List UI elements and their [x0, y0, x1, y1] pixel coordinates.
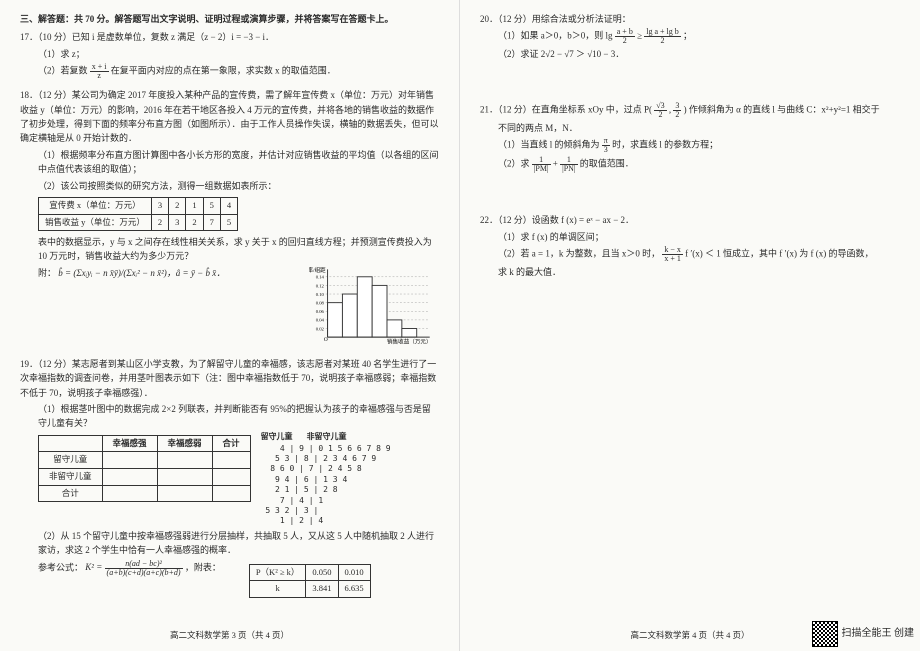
histogram-svg: 0.02 0.04 0.06 0.08 0.10 0.12 0.14 频率/组距 销售收益（…	[309, 264, 439, 349]
qr-watermark: 扫描全能王 创建	[812, 621, 915, 647]
problem-17-sub2: （2）若复数 x + i z 在复平面内对应的点在第一象限，求实数 x 的取值范…	[20, 63, 439, 80]
page-footer-3: 高二文科数学第 3 页（共 4 页）	[0, 629, 459, 643]
svg-text:0.02: 0.02	[316, 327, 325, 332]
problem-21: 21．（12 分）在直角坐标系 xOy 中，过点 P( √32 , 32 ) 作…	[480, 102, 900, 173]
problem-21-head: 21．（12 分）在直角坐标系 xOy 中，过点 P( √32 , 32 ) 作…	[480, 102, 900, 119]
contingency-table: 幸福感强 幸福感弱 合计 留守儿童 非留守儿童 合计	[38, 435, 251, 502]
table-row: 幸福感强 幸福感弱 合计	[39, 435, 251, 452]
svg-text:0.06: 0.06	[316, 310, 325, 315]
table-row: 宣传费 x（单位：万元） 3 2 1 5 4	[39, 197, 238, 214]
problem-22: 22．（12 分）设函数 f (x) = eˣ − ax − 2． （1）求 f…	[480, 213, 900, 279]
problem-20-head: 20．（12 分）用综合法或分析法证明：	[480, 12, 900, 26]
regression-note: 附： b̂ = (Σxᵢyᵢ − n x̄ȳ)/(Σxᵢ² − n x̄²)，â…	[20, 266, 299, 280]
problem-18-after-table: 表中的数据显示，y 与 x 之间存在线性相关关系，求 y 关于 x 的回归直线方…	[20, 235, 439, 264]
problem-19-head: 19．（12 分）某志愿者到某山区小学支教，为了解留守儿童的幸福感，该志愿者对某…	[20, 357, 439, 400]
hist-xlabel: 销售收益（万元）	[387, 338, 432, 346]
problem-18-sub1: （1）根据频率分布直方图计算图中各小长方形的宽度，并估计对应销售收益的平均值（以…	[20, 148, 439, 177]
problem-18-head: 18．（12 分）某公司为确定 2017 年度投入某种产品的宣传费，需了解年宣传…	[20, 88, 439, 146]
problem-19-sub1: （1）根据茎叶图中的数据完成 2×2 列联表，并判断能否有 95%的把握认为孩子…	[20, 402, 439, 431]
problem-19-sub2: （2）从 15 个留守儿童中按幸福感强弱进行分层抽样，共抽取 5 人，又从这 5…	[20, 529, 439, 558]
page-3: 三、解答题：共 70 分。解答题写出文字说明、证明过程或演算步骤，并将答案写在答…	[0, 0, 460, 651]
svg-text:0.04: 0.04	[316, 319, 325, 324]
qr-label: 扫描全能王 创建	[842, 626, 915, 642]
fraction: x + i z	[90, 63, 109, 80]
table-row: 合计	[39, 485, 251, 502]
svg-text:0.10: 0.10	[316, 293, 325, 298]
problem-22-sub1: （1）求 f (x) 的单调区间；	[480, 230, 900, 244]
svg-text:O: O	[324, 337, 328, 343]
problem-21-sub2: （2）求 1|PM| + 1|PN| 的取值范围．	[480, 156, 900, 173]
problem-21-sub1: （1）当直线 l 的倾斜角为 π3 时，求直线 l 的参数方程；	[480, 137, 900, 154]
data-table-18: 宣传费 x（单位：万元） 3 2 1 5 4 销售收益 y（单位：万元） 2 3…	[38, 197, 238, 231]
table-row: 销售收益 y（单位：万元） 2 3 2 7 5	[39, 214, 238, 231]
svg-text:0.14: 0.14	[316, 276, 325, 281]
stem-leaf-plot: 留守儿童 非留守儿童 4 | 9 | 0 1 5 6 6 7 8 9 5 3 |…	[261, 431, 391, 527]
problem-20: 20．（12 分）用综合法或分析法证明： （1）如果 a＞0，b＞0，则 lg …	[480, 12, 900, 62]
problem-20-sub1: （1）如果 a＞0，b＞0，则 lg a + b2 ≥ lg a + lg b2…	[480, 28, 900, 45]
problem-22-sub2: （2）若 a = 1，k 为整数，且当 x＞0 时， k − xx + 1 f …	[480, 246, 900, 263]
stem-rows: 4 | 9 | 0 1 5 6 6 7 8 9 5 3 | 8 | 2 3 4 …	[261, 444, 391, 527]
table-row: 非留守儿童	[39, 469, 251, 486]
problem-17: 17．（10 分）已知 i 是虚数单位，复数 z 满足（z − 2）i = −3…	[20, 30, 439, 80]
svg-text:0.08: 0.08	[316, 301, 325, 306]
regression-formula: b̂ = (Σxᵢyᵢ − n x̄ȳ)/(Σxᵢ² − n x̄²)，â = …	[58, 268, 225, 278]
svg-text:0.12: 0.12	[316, 284, 325, 289]
table-row: k 3.841 6.635	[249, 581, 370, 598]
problem-22-head: 22．（12 分）设函数 f (x) = eˣ − ax − 2．	[480, 213, 900, 227]
problem-19-row: 幸福感强 幸福感弱 合计 留守儿童 非留守儿童 合计 留守儿童 非留守儿童 4 …	[20, 431, 439, 527]
page-4: 20．（12 分）用综合法或分析法证明： （1）如果 a＞0，b＞0，则 lg …	[460, 0, 920, 651]
problem-20-sub2: （2）求证 2√2 − √7 ＞ √10 − 3．	[480, 47, 900, 61]
hist-ylabel: 频率/组距	[309, 266, 326, 274]
problem-18: 18．（12 分）某公司为确定 2017 年度投入某种产品的宣传费，需了解年宣传…	[20, 88, 439, 349]
k2-table: P（K² ≥ k） 0.050 0.010 k 3.841 6.635	[249, 564, 371, 598]
table-row: 留守儿童	[39, 452, 251, 469]
problem-17-sub1: （1）求 z；	[20, 47, 439, 61]
problem-18-sub2: （2）该公司按照类似的研究方法，测得一组数据如表所示：	[20, 179, 439, 193]
problem-22-sub3: 求 k 的最大值．	[480, 265, 900, 279]
problem-18-row: 附： b̂ = (Σxᵢyᵢ − n x̄ȳ)/(Σxᵢ² − n x̄²)，â…	[20, 264, 439, 349]
problem-19: 19．（12 分）某志愿者到某山区小学支教，为了解留守儿童的幸福感，该志愿者对某…	[20, 357, 439, 602]
table-row: P（K² ≥ k） 0.050 0.010	[249, 564, 370, 581]
problem-17-head: 17．（10 分）已知 i 是虚数单位，复数 z 满足（z − 2）i = −3…	[20, 30, 439, 44]
k2-formula: K² = n(ad − bc)²(a+b)(c+d)(a+c)(b+d)	[85, 562, 185, 572]
histogram: 0.02 0.04 0.06 0.08 0.10 0.12 0.14 频率/组距 销售收益（…	[309, 264, 439, 349]
problem-19-ref: 参考公式： K² = n(ad − bc)²(a+b)(c+d)(a+c)(b+…	[20, 560, 439, 602]
section-heading: 三、解答题：共 70 分。解答题写出文字说明、证明过程或演算步骤，并将答案写在答…	[20, 12, 439, 26]
qr-icon	[812, 621, 838, 647]
problem-21-line2: 不同的两点 M，N．	[480, 121, 900, 135]
